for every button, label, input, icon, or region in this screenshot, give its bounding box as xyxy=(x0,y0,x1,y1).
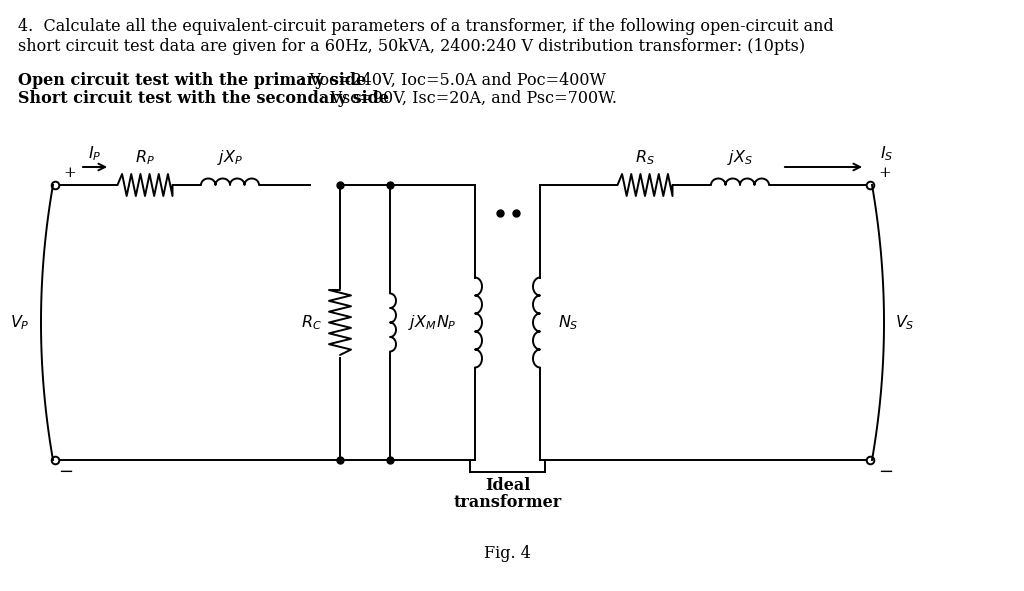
Text: : Vsc=90V, Isc=20A, and Psc=700W.: : Vsc=90V, Isc=20A, and Psc=700W. xyxy=(321,90,617,107)
Text: Fig. 4: Fig. 4 xyxy=(484,545,530,562)
Text: 4.  Calculate all the equivalent-circuit parameters of a transformer, if the fol: 4. Calculate all the equivalent-circuit … xyxy=(18,18,834,35)
Text: : Voc=240V, Ioc=5.0A and Poc=400W: : Voc=240V, Ioc=5.0A and Poc=400W xyxy=(299,72,606,89)
Text: Ideal: Ideal xyxy=(485,477,530,494)
Text: $R_S$: $R_S$ xyxy=(635,148,655,167)
Text: +: + xyxy=(878,166,891,180)
Text: $R_P$: $R_P$ xyxy=(135,148,155,167)
Text: $V_P$: $V_P$ xyxy=(10,313,30,332)
Text: Open circuit test with the primary side: Open circuit test with the primary side xyxy=(18,72,367,89)
Text: $R_C$: $R_C$ xyxy=(301,313,322,332)
Text: −: − xyxy=(58,463,73,481)
Text: $N_S$: $N_S$ xyxy=(558,313,579,332)
Text: $jX_S$: $jX_S$ xyxy=(727,148,753,167)
Text: $I_P$: $I_P$ xyxy=(88,144,101,163)
Text: transformer: transformer xyxy=(454,494,561,511)
Text: $jX_M$: $jX_M$ xyxy=(408,313,436,332)
Text: −: − xyxy=(878,463,893,481)
Text: $I_S$: $I_S$ xyxy=(880,144,893,163)
Text: $jX_P$: $jX_P$ xyxy=(217,148,243,167)
Text: $V_S$: $V_S$ xyxy=(895,313,914,332)
Text: +: + xyxy=(63,166,76,180)
Text: Short circuit test with the secondary side: Short circuit test with the secondary si… xyxy=(18,90,389,107)
Text: $N_P$: $N_P$ xyxy=(436,313,457,332)
Text: short circuit test data are given for a 60Hz, 50kVA, 2400:240 V distribution tra: short circuit test data are given for a … xyxy=(18,38,805,55)
